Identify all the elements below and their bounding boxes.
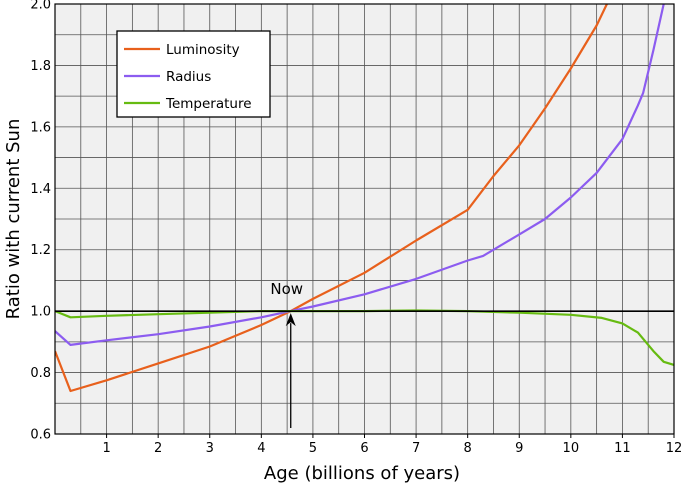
y-tick-label: 1.6 — [30, 120, 51, 135]
legend: Luminosity Radius Temperature — [116, 30, 271, 118]
x-axis-label: Age (billions of years) — [264, 463, 460, 484]
x-tick-label: 8 — [464, 441, 472, 456]
y-tick-label: 1.4 — [30, 182, 51, 197]
x-tick-label: 5 — [309, 441, 317, 456]
y-tick-label: 1.0 — [30, 305, 51, 320]
series-line-luminosity — [55, 4, 608, 393]
x-tick-label: 10 — [563, 441, 580, 456]
x-tick-label: 2 — [154, 441, 162, 456]
x-tick-label: 3 — [206, 441, 214, 456]
y-axis-label: Ratio with current Sun — [3, 119, 24, 320]
y-tick-label: 0.6 — [30, 428, 51, 443]
annotation: Now — [55, 280, 674, 428]
now-label: Now — [270, 280, 303, 298]
y-tick-label: 0.8 — [30, 366, 51, 381]
x-tick-label: 9 — [515, 441, 523, 456]
y-tick-label: 2.0 — [30, 0, 51, 13]
x-tick-label: 4 — [257, 441, 265, 456]
now-arrow-head — [285, 313, 296, 327]
x-tick-label: 11 — [614, 441, 631, 456]
ticks: 1 2 3 4 5 6 7 8 9 10 11 120.60.81.01.21.41.61.82.0 — [30, 0, 682, 456]
plot-frame — [54, 3, 675, 435]
legend-label: Luminosity — [166, 42, 240, 58]
series-line-radius — [55, 4, 665, 346]
x-tick-label: 6 — [360, 441, 368, 456]
legend-label: Radius — [166, 69, 211, 85]
legend-label: Temperature — [165, 96, 252, 112]
y-tick-label: 1.2 — [30, 243, 51, 258]
y-tick-label: 1.8 — [30, 59, 51, 74]
x-tick-label: 12 — [666, 441, 683, 456]
x-tick-label: 1 — [102, 441, 110, 456]
x-tick-label: 7 — [412, 441, 420, 456]
